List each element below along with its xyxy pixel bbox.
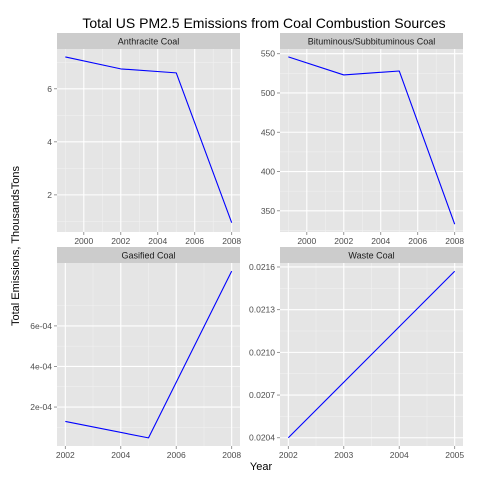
panel-background xyxy=(57,49,240,232)
x-tick-label: 2005 xyxy=(445,450,464,460)
series-line-waste-coal xyxy=(287,270,456,439)
x-tick-label: 2003 xyxy=(334,450,353,460)
x-tick-label: 2000 xyxy=(297,236,316,246)
y-tick-label: 4e-04 xyxy=(30,361,52,371)
y-tick-label: 2 xyxy=(47,190,52,200)
x-tick-label: 2004 xyxy=(111,450,130,460)
x-tick-label: 2000 xyxy=(74,236,93,246)
y-tick-label: 400 xyxy=(261,167,275,177)
facet-strip-label: Anthracite Coal xyxy=(118,37,180,47)
y-axis-title: Total Emissions, ThousandsTons xyxy=(10,166,22,326)
x-tick-label: 2008 xyxy=(222,450,241,460)
series-line-anthracite-coal xyxy=(65,56,233,223)
x-tick-label: 2004 xyxy=(390,450,409,460)
series-line-bituminous-subbituminous-coal xyxy=(288,56,456,225)
x-tick-label: 2002 xyxy=(56,450,75,460)
x-tick-label: 2006 xyxy=(185,236,204,246)
y-tick-label: 0.0216 xyxy=(249,262,275,272)
y-tick-label: 350 xyxy=(261,206,275,216)
y-tick-label: 6e-04 xyxy=(30,321,52,331)
x-tick-label: 2002 xyxy=(279,450,298,460)
facet-gasified-coal: Gasified Coal 2002 2004 2006 2008 2e-04 4e-04 6… xyxy=(30,247,241,460)
y-tick-label: 4 xyxy=(47,137,52,147)
y-tick-label: 0.0210 xyxy=(249,347,275,357)
facet-waste-coal: Waste Coal 2002 2003 2004 2005 0.0204 0.0207 0.… xyxy=(249,247,464,460)
y-tick-label: 0.0213 xyxy=(249,305,275,315)
x-tick-label: 2002 xyxy=(334,236,353,246)
x-tick-label: 2008 xyxy=(445,236,464,246)
x-tick-label: 2004 xyxy=(148,236,167,246)
y-tick-label: 500 xyxy=(261,88,275,98)
y-tick-label: 450 xyxy=(261,127,275,137)
facet-strip xyxy=(57,33,240,49)
x-axis-title: Year xyxy=(250,461,273,473)
facet-strip xyxy=(57,247,240,263)
panel-background xyxy=(280,49,463,232)
y-tick-label: 0.0204 xyxy=(249,433,275,443)
facet-strip xyxy=(280,247,463,263)
x-tick-label: 2004 xyxy=(371,236,390,246)
y-tick-label: 6 xyxy=(47,84,52,94)
x-tick-label: 2002 xyxy=(111,236,130,246)
y-tick-label: 2e-04 xyxy=(30,402,52,412)
x-tick-label: 2008 xyxy=(222,236,241,246)
x-tick-label: 2006 xyxy=(408,236,427,246)
x-tick-label: 2006 xyxy=(167,450,186,460)
facet-anthracite-coal: Anthracite Coal 2000 2002 2004 2006 2008 2 4 6 xyxy=(47,33,241,246)
facet-strip-label: Gasified Coal xyxy=(121,251,175,261)
facet-strip-label: Waste Coal xyxy=(348,251,394,261)
facet-bituminous-subbituminous-coal: Bituminous/Subbituminous Coal 2000 2002 200… xyxy=(261,33,464,246)
y-tick-label: 0.0207 xyxy=(249,390,275,400)
y-tick-label: 550 xyxy=(261,49,275,59)
chart-title: Total US PM2.5 Emissions from Coal Combu… xyxy=(82,15,445,31)
facet-panels: Anthracite Coal 2000 2002 2004 2006 2008 2 4 6 Bi… xyxy=(30,33,464,460)
facet-strip xyxy=(280,33,463,49)
facet-strip-label: Bituminous/Subbituminous Coal xyxy=(308,37,436,47)
